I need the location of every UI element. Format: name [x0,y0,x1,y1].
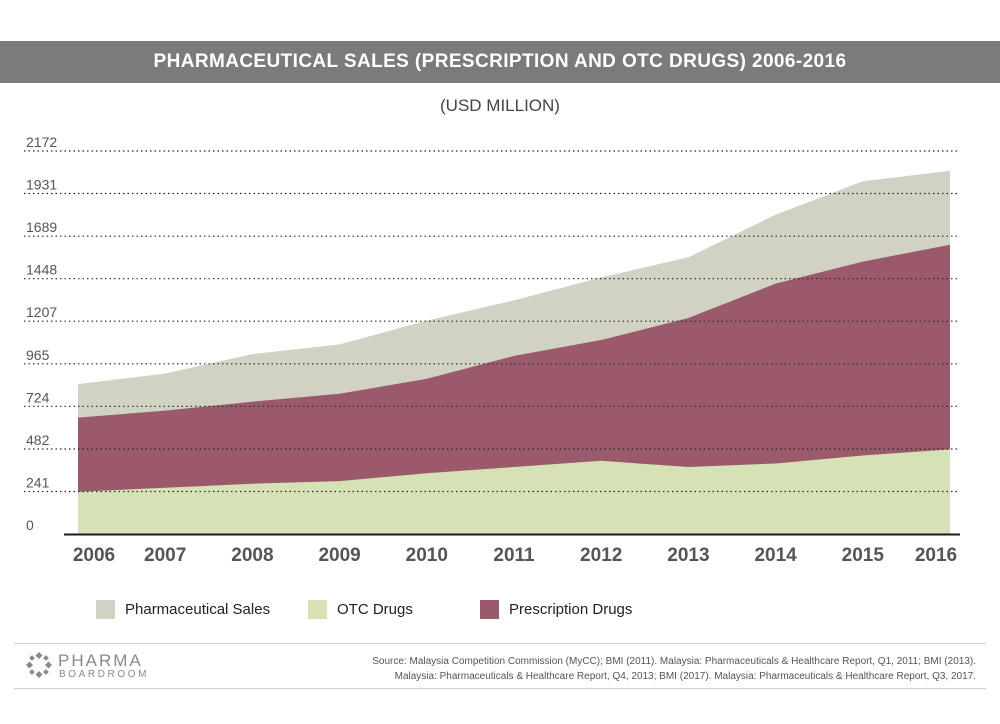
y-tick-label: 724 [26,389,50,405]
area-prescription-drugs [78,244,950,535]
footer-divider-bottom [14,688,986,689]
x-tick-label: 2010 [406,545,448,566]
legend-swatch-pharmaceutical-sales [96,600,115,619]
x-tick-label: 2013 [667,545,709,566]
y-tick-label: 482 [26,432,50,448]
source-line-2: Malaysia: Pharmaceuticals & Healthcare R… [394,671,976,682]
y-tick-label: 2172 [26,134,57,150]
y-tick-label: 0 [26,517,34,533]
y-tick-label: 241 [26,475,50,491]
legend-swatch-prescription-drugs [480,600,499,619]
y-tick-label: 965 [26,347,50,363]
y-tick-label: 1207 [26,304,57,320]
chart-legend: Pharmaceutical Sales OTC Drugs Prescript… [96,600,716,620]
x-tick-label: 2011 [493,545,535,566]
footer-divider-top [14,643,986,644]
area-otc-drugs [78,449,950,534]
x-tick-label: 2012 [580,545,622,566]
legend-item-pharmaceutical-sales: Pharmaceutical Sales [96,600,270,619]
source-note: Source: Malaysia Competition Commission … [216,654,976,684]
title-bar: PHARMACEUTICAL SALES (PRESCRIPTION AND O… [0,41,1000,83]
y-tick-label: 1689 [26,219,57,235]
x-tick-label: 2015 [842,545,885,566]
y-tick-label: 1448 [26,262,57,278]
legend-swatch-otc-drugs [308,600,327,619]
source-line-1: Source: Malaysia Competition Commission … [372,656,976,667]
x-tick-label: 2014 [754,545,797,566]
legend-label: Prescription Drugs [509,601,633,618]
x-tick-label: 2009 [318,545,360,566]
x-tick-label: 2008 [231,545,273,566]
x-tick-label: 2016 [915,545,957,566]
logo-text-pharma: PHARMA [58,651,143,670]
y-tick-label: 1931 [26,177,57,193]
x-tick-label: 2007 [144,545,186,566]
legend-label: Pharmaceutical Sales [125,601,271,618]
logo-text-boardroom: BOARDROOM [59,669,150,680]
legend-item-prescription-drugs: Prescription Drugs [480,600,632,619]
chart-subtitle: (USD MILLION) [440,96,560,115]
legend-item-otc-drugs: OTC Drugs [308,600,413,619]
legend-label: OTC Drugs [337,601,413,618]
logo-mark-icon [26,652,52,678]
chart-title: PHARMACEUTICAL SALES (PRESCRIPTION AND O… [153,51,847,72]
pharmaboardroom-logo: PHARMA BOARDROOM [26,650,186,682]
x-tick-label: 2006 [73,545,115,566]
